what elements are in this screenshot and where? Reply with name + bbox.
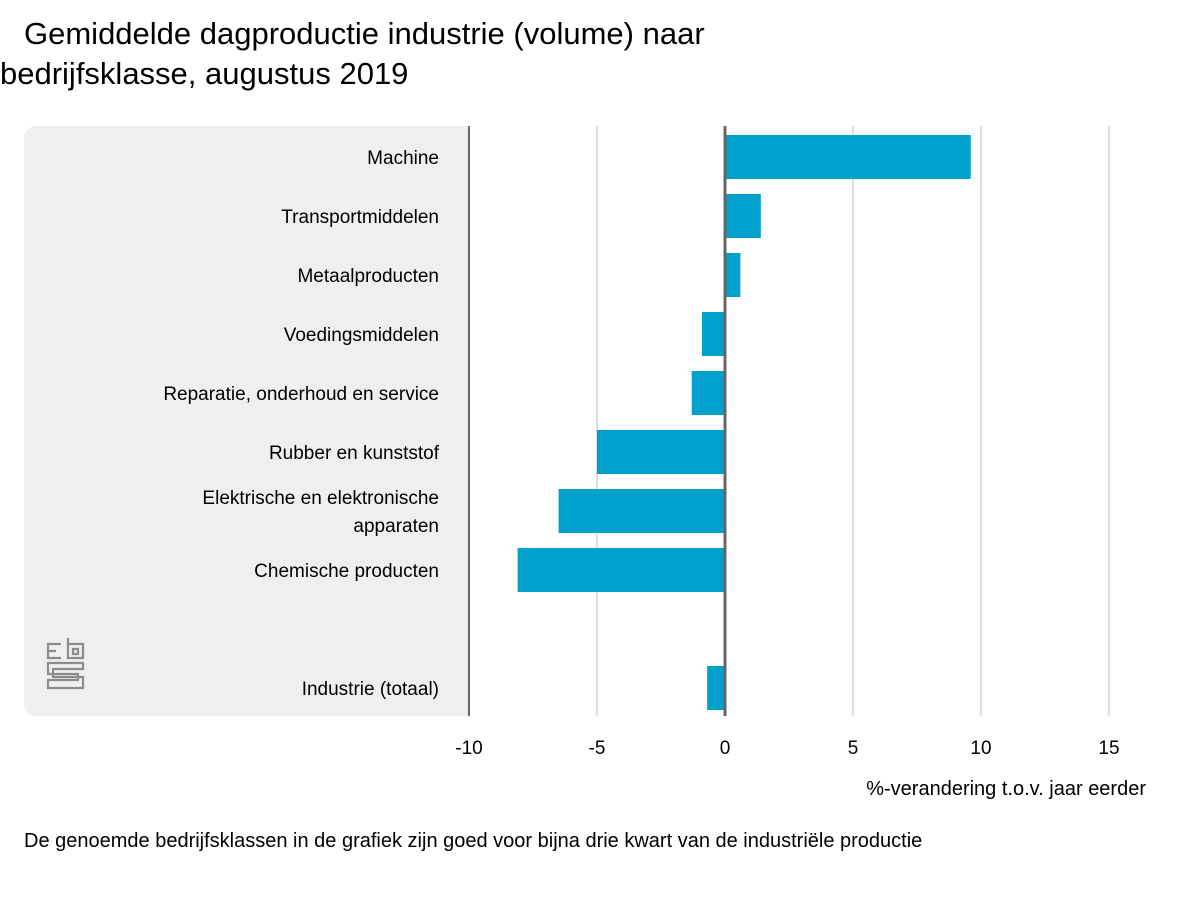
bar [725, 253, 741, 297]
x-tick-label: -10 [455, 738, 482, 759]
category-label: Chemische producten [254, 561, 439, 582]
category-label: Transportmiddelen [281, 207, 439, 228]
bar [707, 666, 725, 710]
category-label: Elektrische en elektronische [202, 488, 439, 509]
footnote: De genoemde bedrijfsklassen in de grafie… [24, 830, 923, 852]
bar [517, 548, 725, 592]
category-label: Rubber en kunststof [269, 443, 440, 464]
bar [597, 430, 725, 474]
x-tick-label: 0 [720, 738, 731, 759]
bar [701, 312, 725, 356]
category-label: Industrie (totaal) [302, 679, 439, 700]
cbs-logo-icon [46, 638, 85, 690]
bar [725, 135, 971, 179]
x-tick-label: 15 [1098, 738, 1119, 759]
chart-title-line-2: bedrijfsklasse, augustus 2019 [0, 56, 409, 91]
chart-title-line-1: Gemiddelde dagproductie industrie (volum… [24, 16, 705, 51]
bar [725, 194, 761, 238]
category-label: apparaten [353, 516, 439, 537]
bar [558, 489, 725, 533]
chart-title: Gemiddelde dagproductie industrie (volum… [0, 14, 820, 94]
category-label-panel [24, 126, 468, 716]
x-axis-label: %-verandering t.o.v. jaar eerder [866, 778, 1146, 800]
x-tick-label: 5 [848, 738, 859, 759]
x-tick-label: 10 [970, 738, 991, 759]
category-label: Voedingsmiddelen [284, 325, 439, 346]
bar [691, 371, 725, 415]
category-label: Machine [367, 148, 439, 169]
category-label: Reparatie, onderhoud en service [163, 384, 439, 405]
category-label: Metaalproducten [297, 266, 439, 287]
x-tick-label: -5 [589, 738, 606, 759]
